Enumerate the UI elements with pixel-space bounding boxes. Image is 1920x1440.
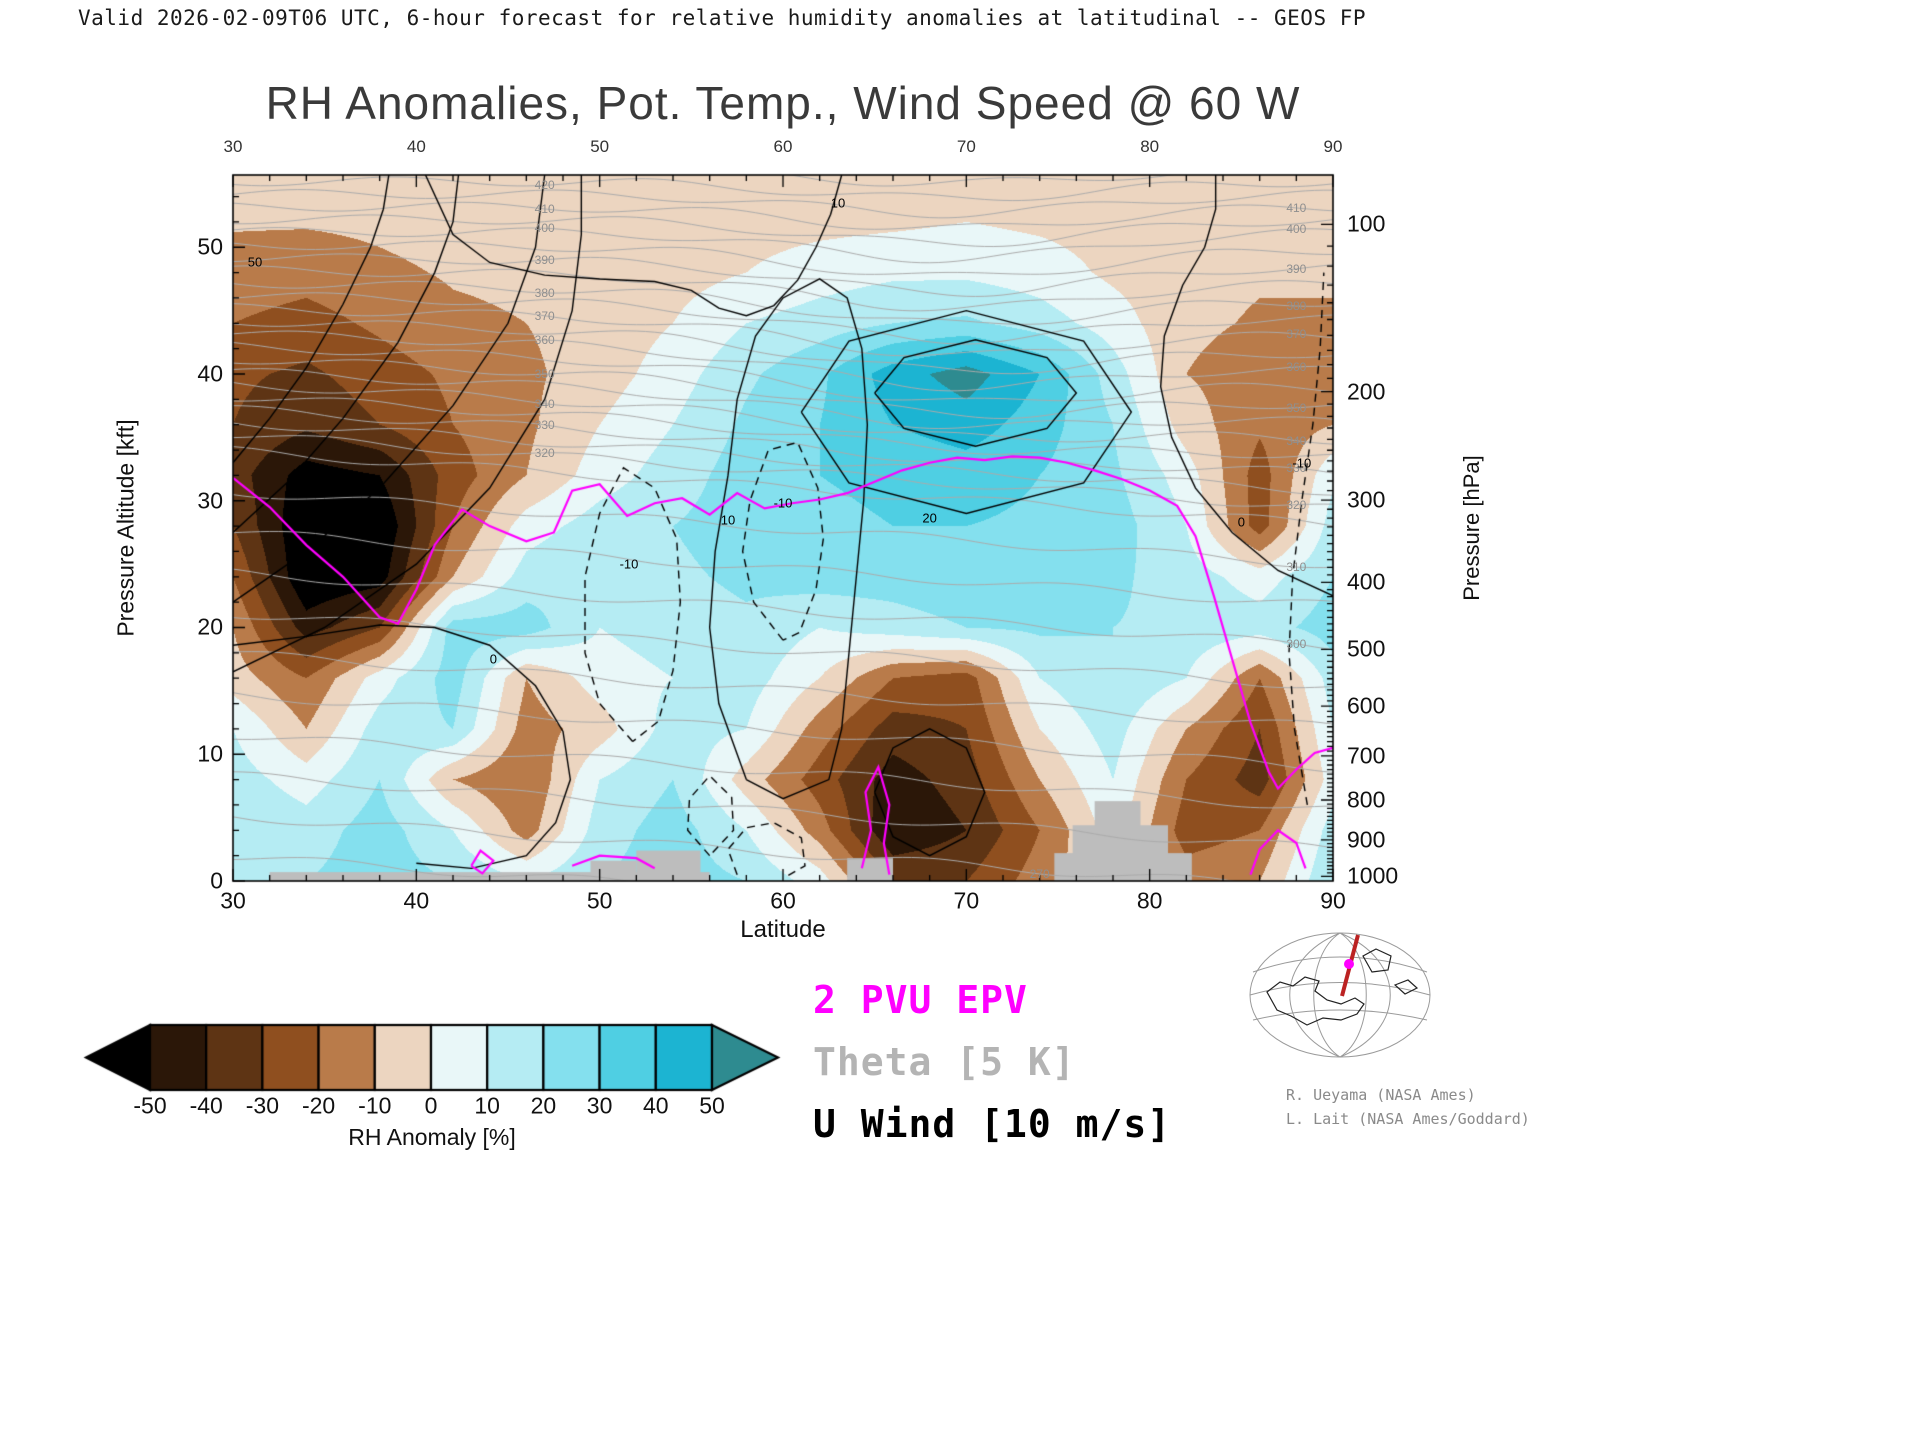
legend-theta: Theta [5 K]: [813, 1040, 1076, 1084]
legend-uwind: U Wind [10 m/s]: [813, 1102, 1172, 1146]
credit-line-2: L. Lait (NASA Ames/Goddard): [1286, 1110, 1530, 1128]
globe-coastlines: [1266, 948, 1419, 1026]
colorbar-label: RH Anomaly [%]: [348, 1124, 516, 1150]
globe-graticule: [1249, 932, 1431, 1058]
legend-epv: 2 PVU EPV: [813, 978, 1028, 1022]
location-marker-dot: [1344, 959, 1354, 969]
valid-time-header: Valid 2026-02-09T06 UTC, 6-hour forecast…: [78, 6, 1367, 30]
globe-inset-map: [1249, 932, 1431, 1058]
x-axis-title: Latitude: [740, 916, 826, 943]
credit-line-1: R. Ueyama (NASA Ames): [1286, 1086, 1476, 1104]
figure-title: RH Anomalies, Pot. Temp., Wind Speed @ 6…: [265, 77, 1301, 129]
left-axis-title: Pressure Altitude [kft]: [112, 419, 139, 637]
right-axis-title: Pressure [hPa]: [1459, 455, 1484, 601]
